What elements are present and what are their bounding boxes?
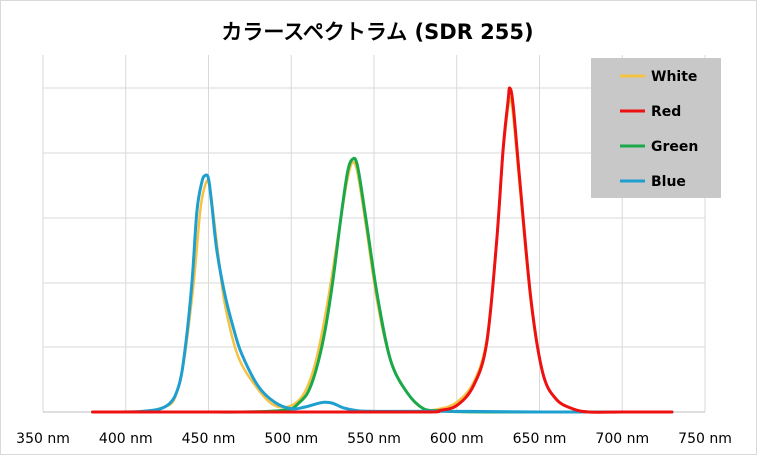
series-line-green	[91, 156, 674, 414]
legend: White Red Green Blue	[591, 58, 721, 198]
series-line-red	[91, 86, 674, 414]
x-tick-label: 400 nm	[99, 431, 153, 447]
legend-label-blue: Blue	[651, 174, 686, 190]
x-axis-ticks: 350 nm 400 nm 450 nm 500 nm 550 nm 600 nm 650 …	[16, 431, 732, 447]
x-tick-label: 350 nm	[16, 431, 70, 447]
series-line-blue	[91, 173, 674, 414]
x-tick-label: 450 nm	[182, 431, 236, 447]
legend-label-white: White	[651, 69, 697, 85]
legend-box	[591, 58, 721, 198]
x-tick-label: 550 nm	[347, 431, 401, 447]
x-tick-label: 600 nm	[430, 431, 484, 447]
legend-label-red: Red	[651, 104, 681, 120]
x-tick-label: 500 nm	[264, 431, 318, 447]
chart-title: カラースペクトラム (SDR 255)	[221, 20, 534, 44]
series-lines	[91, 86, 674, 414]
x-tick-label: 750 nm	[678, 431, 732, 447]
legend-label-green: Green	[651, 139, 698, 155]
x-tick-label: 650 nm	[513, 431, 567, 447]
x-tick-label: 700 nm	[595, 431, 649, 447]
series-line-white	[91, 96, 674, 414]
